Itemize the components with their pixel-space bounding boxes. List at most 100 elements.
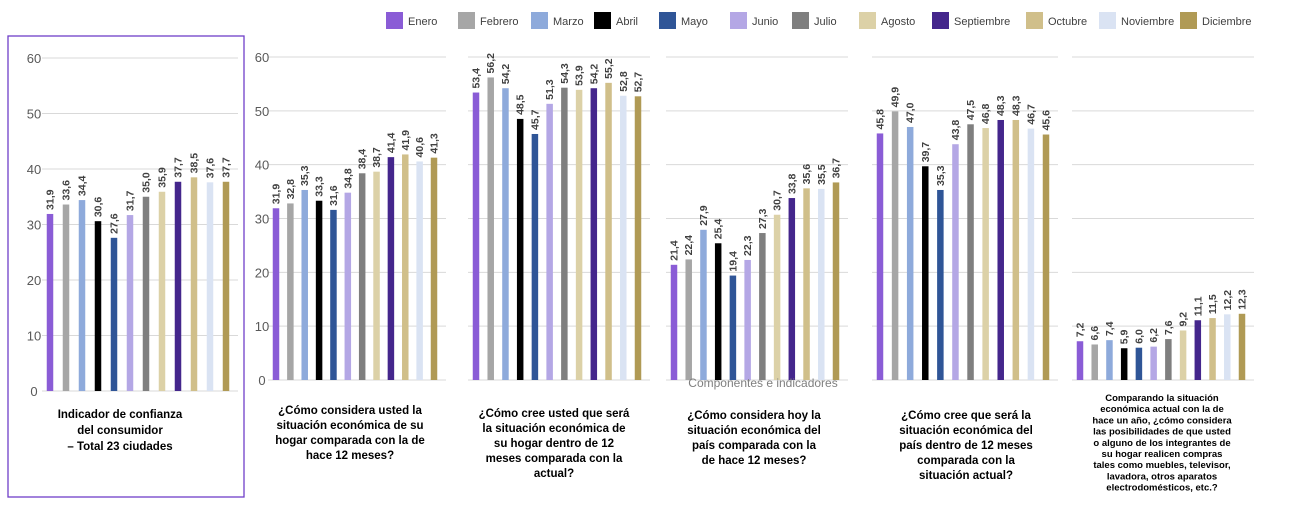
legend-swatch xyxy=(792,12,809,29)
bar-julio xyxy=(1165,339,1172,380)
category-label-line: ¿Cómo cree usted que será xyxy=(479,408,630,420)
category-label-line: situación económica del xyxy=(687,425,821,437)
data-label: 37,7 xyxy=(173,157,185,178)
bar-marzo xyxy=(301,189,308,380)
legend-label: Marzo xyxy=(553,16,584,28)
bar-marzo xyxy=(502,88,509,381)
bar-marzo xyxy=(78,200,86,391)
data-label: 45,8 xyxy=(875,109,887,130)
data-label: 21,4 xyxy=(669,240,681,261)
y-tick-label: 10 xyxy=(255,319,269,334)
data-label: 47,0 xyxy=(905,102,917,123)
bar-abril xyxy=(315,200,323,380)
bar-enero xyxy=(670,264,678,380)
bar-diciembre xyxy=(1238,313,1246,380)
legend-label: Junio xyxy=(752,16,778,28)
legend-item-julio: Julio xyxy=(792,12,837,29)
bar-octubre xyxy=(402,154,409,380)
legend-swatch xyxy=(458,12,475,29)
bar-julio xyxy=(759,233,766,380)
bar-mayo xyxy=(937,189,944,380)
data-label: 33,3 xyxy=(314,176,326,197)
data-label: 11,1 xyxy=(1192,296,1204,316)
legend-label: Agosto xyxy=(881,16,915,28)
legend-swatch xyxy=(932,12,949,29)
data-label: 31,9 xyxy=(45,189,57,210)
y-tick-label: 20 xyxy=(27,273,41,288)
category-label-line: ¿Cómo considera usted la xyxy=(278,405,422,417)
legend-swatch xyxy=(1180,12,1197,29)
category-label-line: – Total 23 ciudades xyxy=(67,441,172,453)
legend-item-junio: Junio xyxy=(730,12,778,29)
bar-agosto xyxy=(1179,330,1187,380)
data-label: 35,0 xyxy=(141,172,153,193)
data-label: 38,4 xyxy=(357,149,369,170)
data-label: 6,6 xyxy=(1089,326,1101,341)
data-label: 7,2 xyxy=(1075,322,1087,337)
data-label: 27,9 xyxy=(698,205,710,226)
legend-item-septiembre: Septiembre xyxy=(932,12,1010,29)
data-label: 7,6 xyxy=(1163,320,1175,335)
category-label: ¿Cómo cree que será la situación económic… xyxy=(899,410,1033,482)
data-label: 56,2 xyxy=(485,53,497,74)
data-label: 31,9 xyxy=(271,184,283,205)
bar-mayo xyxy=(531,133,539,380)
category-label-line: país comparada con la xyxy=(692,440,817,452)
legend-label: Enero xyxy=(408,16,437,28)
legend-label: Diciembre xyxy=(1202,16,1252,28)
y-tick-label: 60 xyxy=(27,51,41,66)
data-label: 30,6 xyxy=(93,197,105,218)
bar-junio xyxy=(952,144,959,380)
panel-3: 53,456,254,248,545,751,354,3 53,9 54,2 55,2… xyxy=(468,53,650,480)
y-tick-label: 50 xyxy=(255,104,269,119)
bar-junio xyxy=(546,103,553,381)
data-label: 7,4 xyxy=(1104,321,1116,336)
y-tick-label: 0 xyxy=(30,384,37,399)
category-label-line: del consumidor xyxy=(77,425,163,437)
category-label-line: Indicador de confianza xyxy=(58,409,183,421)
y-tick-label: 0 xyxy=(258,373,265,388)
bar-junio xyxy=(126,215,134,391)
data-label: 36,7 xyxy=(831,158,843,179)
bar-junio xyxy=(1150,346,1157,380)
category-label-line: lavadora, otros aparatos xyxy=(1107,471,1217,482)
legend-label: Julio xyxy=(814,16,837,28)
data-label: 25,4 xyxy=(713,219,725,240)
category-label-line: hace 12 meses? xyxy=(306,450,394,462)
bar-abril xyxy=(1120,348,1128,380)
data-label: 40,6 xyxy=(414,137,426,158)
data-label: 22,4 xyxy=(683,235,695,256)
bar-mayo xyxy=(110,237,118,391)
bar-junio xyxy=(744,259,751,380)
category-label-line: hace un año, ¿cómo considera xyxy=(1092,415,1232,426)
data-label: 38,5 xyxy=(189,153,201,174)
data-label: 53,4 xyxy=(471,68,483,89)
bar-abril xyxy=(94,221,102,391)
data-label: 35,5 xyxy=(816,164,828,185)
bar-septiembre xyxy=(1194,320,1202,380)
bar-enero xyxy=(46,213,54,391)
legend-item-marzo: Marzo xyxy=(531,12,584,29)
data-label: 31,6 xyxy=(328,185,340,206)
data-label: 35,3 xyxy=(935,165,947,186)
bar-enero xyxy=(1076,341,1084,380)
bar-agosto xyxy=(575,89,583,381)
bar-julio xyxy=(967,124,974,381)
category-label-line: ¿Cómo considera hoy la xyxy=(687,410,821,422)
category-label-line: país dentro de 12 meses xyxy=(899,440,1033,452)
legend: Enero Febrero Marzo Abril Mayo Junio Julio Agos… xyxy=(386,12,1252,29)
bar-abril xyxy=(922,166,929,380)
legend-swatch xyxy=(594,12,611,29)
bar-julio xyxy=(358,173,366,380)
legend-swatch xyxy=(531,12,548,29)
data-label: 12,2 xyxy=(1222,290,1234,311)
bar-julio xyxy=(142,196,150,391)
data-label: 54,2 xyxy=(588,64,600,85)
category-label-line: comparada con la xyxy=(917,455,1015,467)
category-label-line: meses comparada con la xyxy=(486,453,623,465)
data-label: 45,6 xyxy=(1041,110,1053,131)
y-tick-label: 20 xyxy=(255,265,269,280)
bar-agosto xyxy=(158,191,166,391)
category-label-line: situación económica del xyxy=(899,425,1033,437)
